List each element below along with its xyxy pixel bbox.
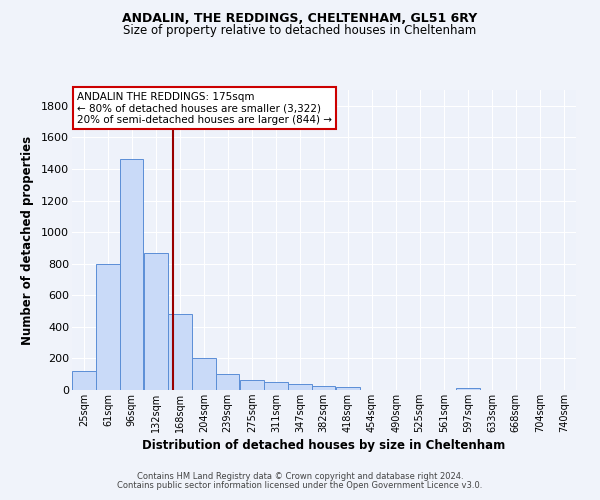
Bar	[120, 160, 143, 390]
Text: ANDALIN, THE REDDINGS, CHELTENHAM, GL51 6RY: ANDALIN, THE REDDINGS, CHELTENHAM, GL51 …	[122, 12, 478, 26]
Bar	[144, 252, 167, 390]
X-axis label: Distribution of detached houses by size in Cheltenham: Distribution of detached houses by size …	[142, 439, 506, 452]
Bar	[169, 314, 192, 390]
Text: Size of property relative to detached houses in Cheltenham: Size of property relative to detached ho…	[124, 24, 476, 37]
Text: Contains HM Land Registry data © Crown copyright and database right 2024.: Contains HM Land Registry data © Crown c…	[137, 472, 463, 481]
Bar	[193, 358, 216, 390]
Text: ANDALIN THE REDDINGS: 175sqm
← 80% of detached houses are smaller (3,322)
20% of: ANDALIN THE REDDINGS: 175sqm ← 80% of de…	[77, 92, 332, 124]
Bar	[312, 386, 335, 390]
Y-axis label: Number of detached properties: Number of detached properties	[21, 136, 34, 344]
Bar	[456, 388, 479, 390]
Bar	[73, 371, 96, 390]
Bar	[336, 387, 359, 390]
Bar	[240, 380, 263, 390]
Bar	[264, 382, 288, 390]
Bar	[289, 384, 312, 390]
Text: Contains public sector information licensed under the Open Government Licence v3: Contains public sector information licen…	[118, 481, 482, 490]
Bar	[216, 374, 239, 390]
Bar	[97, 264, 120, 390]
